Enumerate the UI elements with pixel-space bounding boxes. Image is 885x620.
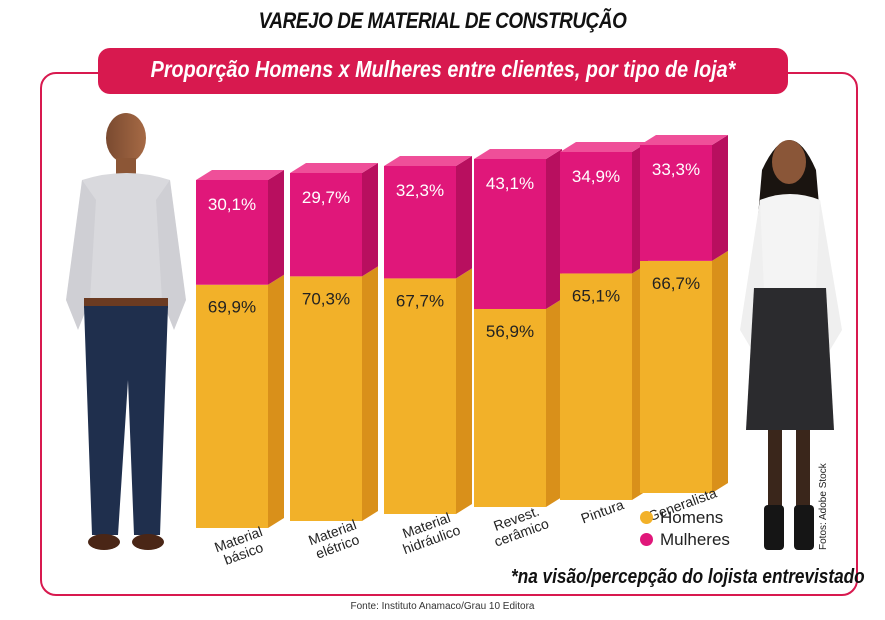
category-label-1: Materialelétrico bbox=[306, 516, 363, 562]
bars-layer: 30,1% 69,9% Materialbásico 29,7% 70,3% Materi… bbox=[196, 135, 728, 569]
legend-label-homens: Homens bbox=[660, 508, 724, 527]
bar-side-mulheres-0 bbox=[268, 170, 284, 285]
bar-mulheres-1 bbox=[290, 173, 362, 277]
bar-homens-5 bbox=[640, 260, 712, 493]
value-label-mulheres-4: 34,9% bbox=[572, 167, 620, 186]
category-label-2: Materialhidráulico bbox=[395, 507, 462, 557]
category-label-4: Pintura bbox=[579, 496, 626, 526]
bar-homens-4 bbox=[560, 273, 632, 500]
bar-mulheres-5 bbox=[640, 145, 712, 261]
bar-side-homens-2 bbox=[456, 268, 472, 514]
legend-swatch-mulheres bbox=[640, 533, 653, 546]
category-label-line: Pintura bbox=[579, 496, 626, 526]
bar-homens-3 bbox=[474, 308, 546, 507]
value-label-mulheres-0: 30,1% bbox=[208, 195, 256, 214]
bar-side-homens-1 bbox=[362, 266, 378, 521]
bar-side-homens-5 bbox=[712, 250, 728, 493]
bar-homens-0 bbox=[196, 284, 268, 528]
bar-side-homens-0 bbox=[268, 274, 284, 528]
chart-title: VAREJO DE MATERIAL DE CONSTRUÇÃO bbox=[258, 8, 627, 33]
value-label-homens-3: 56,9% bbox=[486, 322, 534, 341]
bar-mulheres-3 bbox=[474, 159, 546, 309]
legend-swatch-homens bbox=[640, 511, 653, 524]
value-label-mulheres-3: 43,1% bbox=[486, 174, 534, 193]
bar-top-5 bbox=[640, 135, 728, 145]
bar-homens-1 bbox=[290, 276, 362, 521]
bar-top-0 bbox=[196, 170, 284, 180]
photo-credit: Fotos: Adobe Stock bbox=[818, 463, 829, 550]
value-label-homens-5: 66,7% bbox=[652, 274, 700, 293]
value-label-homens-1: 70,3% bbox=[302, 289, 350, 308]
bar-side-mulheres-2 bbox=[456, 156, 472, 279]
value-label-homens-2: 67,7% bbox=[396, 291, 444, 310]
bar-side-homens-3 bbox=[546, 298, 562, 507]
category-label-0: Materialbásico bbox=[212, 523, 269, 569]
bar-side-mulheres-5 bbox=[712, 135, 728, 261]
source-text: Fonte: Instituto Anamaco/Grau 10 Editora bbox=[350, 601, 535, 612]
subtitle-text: Proporção Homens x Mulheres entre client… bbox=[150, 56, 736, 82]
bar-top-2 bbox=[384, 156, 472, 166]
bar-homens-2 bbox=[384, 278, 456, 514]
value-label-homens-4: 65,1% bbox=[572, 286, 620, 305]
legend-label-mulheres: Mulheres bbox=[660, 530, 730, 549]
bar-mulheres-4 bbox=[560, 152, 632, 274]
value-label-mulheres-1: 29,7% bbox=[302, 188, 350, 207]
bar-mulheres-0 bbox=[196, 180, 268, 285]
man-illustration bbox=[66, 113, 186, 550]
bar-top-1 bbox=[290, 163, 378, 173]
bar-top-4 bbox=[560, 142, 648, 152]
subtitle-banner: Proporção Homens x Mulheres entre client… bbox=[98, 48, 788, 94]
bar-mulheres-2 bbox=[384, 166, 456, 279]
woman-illustration bbox=[740, 140, 842, 550]
value-label-homens-0: 69,9% bbox=[208, 298, 256, 317]
bar-side-mulheres-3 bbox=[546, 149, 562, 309]
value-label-mulheres-2: 32,3% bbox=[396, 181, 444, 200]
bar-side-mulheres-1 bbox=[362, 163, 378, 277]
category-label-3: Revest.cerâmico bbox=[487, 501, 551, 550]
footnote: *na visão/percepção do lojista entrevist… bbox=[511, 566, 865, 588]
value-label-mulheres-5: 33,3% bbox=[652, 160, 700, 179]
bar-top-3 bbox=[474, 149, 562, 159]
